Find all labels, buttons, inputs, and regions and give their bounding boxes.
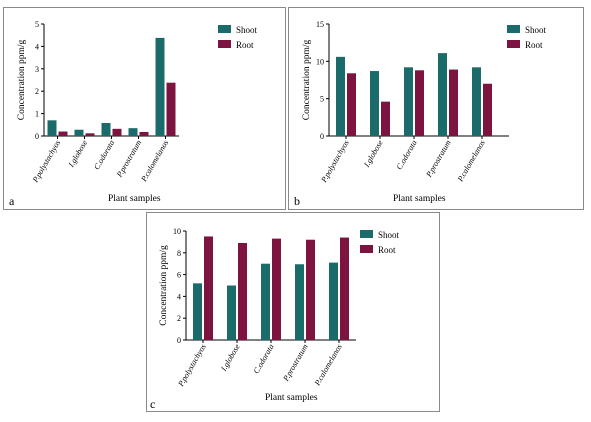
legend-label-a-shoot: Shoot xyxy=(236,25,258,35)
legend-swatch-b-root xyxy=(507,40,520,48)
bar-c-root-4 xyxy=(340,237,349,340)
bar-b-shoot-0 xyxy=(336,56,345,136)
y-tick-label-a: 5 xyxy=(35,20,39,29)
bar-c-shoot-0 xyxy=(193,283,202,340)
chart-panel-c: Concentration ppm/g 0 2 4 6 8 10 P.polystachyos… xyxy=(146,212,440,412)
chart-panel-a: Concentration ppm/g 0 1 2 3 4 5 P.polystachyos I… xyxy=(3,7,286,210)
x-axis-label-a: Plant samples xyxy=(108,194,161,204)
bar-c-shoot-2 xyxy=(261,263,270,340)
category-label-b-2: C.odorata xyxy=(395,139,419,172)
bar-a-shoot-1 xyxy=(74,129,84,136)
legend-label-b-shoot: Shoot xyxy=(525,25,547,35)
bar-b-shoot-4 xyxy=(472,67,481,136)
chart-a-plot: Concentration ppm/g 0 1 2 3 4 5 P.polystachyos I… xyxy=(17,20,258,185)
category-label-b-0: P.polystachyos xyxy=(319,139,351,185)
y-tick-label-c: 4 xyxy=(177,292,181,301)
bar-b-shoot-1 xyxy=(370,71,379,136)
bar-a-shoot-2 xyxy=(101,123,111,136)
x-axis-label-c: Plant samples xyxy=(265,393,318,403)
y-tick-label-c: 6 xyxy=(177,271,181,280)
bar-b-root-2 xyxy=(415,70,424,136)
bar-c-shoot-4 xyxy=(329,262,338,340)
y-tick-label-b: 0 xyxy=(320,132,324,141)
y-axis-title-c: Concentration ppm/g xyxy=(159,245,169,326)
bar-c-root-0 xyxy=(204,236,213,340)
legend-swatch-c-root xyxy=(360,245,373,253)
y-tick-label-b: 10 xyxy=(316,57,324,66)
y-tick-label-a: 3 xyxy=(35,65,39,74)
legend-label-c-shoot: Shoot xyxy=(378,230,400,240)
category-label-c-1: I.globose xyxy=(219,342,242,373)
bar-c-root-2 xyxy=(272,238,281,340)
bar-a-root-1 xyxy=(85,133,95,136)
category-label-a-4: P.calomelanos xyxy=(139,139,170,184)
category-label-b-3: P.prostratum xyxy=(424,138,453,179)
panel-label-b: b xyxy=(294,194,300,208)
y-tick-label-c: 2 xyxy=(177,314,181,323)
category-label-a-3: P.prostratum xyxy=(114,138,143,179)
bar-b-root-3 xyxy=(449,69,458,136)
y-tick-label-b: 15 xyxy=(316,20,324,29)
category-label-a-2: C.odorata xyxy=(92,139,116,172)
y-axis-title-b: Concentration ppm/g xyxy=(302,40,312,121)
y-tick-label-a: 2 xyxy=(35,87,39,96)
bar-b-root-4 xyxy=(483,83,492,136)
legend-swatch-a-root xyxy=(218,40,231,48)
y-tick-label-a: 0 xyxy=(35,132,39,141)
legend-label-b-root: Root xyxy=(525,40,543,50)
x-axis-label-b: Plant samples xyxy=(393,194,446,204)
category-label-c-4: P.calomelanos xyxy=(312,343,343,388)
y-tick-label-c: 0 xyxy=(177,336,181,345)
bar-a-root-3 xyxy=(139,131,149,136)
bar-c-root-1 xyxy=(238,242,247,340)
y-tick-label-b: 5 xyxy=(320,95,324,104)
bar-a-root-0 xyxy=(58,131,68,136)
legend-label-c-root: Root xyxy=(378,245,396,255)
chart-c-plot: Concentration ppm/g 0 2 4 6 8 10 P.polystachyos… xyxy=(159,227,400,389)
y-axis-title-a: Concentration ppm/g xyxy=(17,40,27,121)
bar-a-shoot-0 xyxy=(47,120,57,136)
legend-swatch-a-shoot xyxy=(218,25,231,33)
chart-panel-b: Concentration ppm/g 0 5 10 15 P.polystachyos I… xyxy=(288,7,584,210)
bar-b-shoot-2 xyxy=(404,67,413,136)
bar-a-shoot-4 xyxy=(155,37,165,136)
bar-c-shoot-1 xyxy=(227,285,236,340)
category-label-c-0: P.polystachyos xyxy=(176,343,208,389)
y-tick-label-a: 4 xyxy=(35,42,39,51)
y-tick-label-c: 8 xyxy=(177,249,181,258)
category-label-c-2: C.odorata xyxy=(252,343,276,376)
category-label-b-1: I.globose xyxy=(362,138,385,169)
category-label-c-3: P.prostratum xyxy=(281,342,310,383)
category-label-a-0: P.polystachyos xyxy=(30,139,62,185)
y-tick-label-a: 1 xyxy=(35,110,39,119)
bar-b-root-1 xyxy=(381,101,390,136)
category-label-a-1: I.globose xyxy=(66,138,89,169)
legend-swatch-b-shoot xyxy=(507,25,520,33)
bar-a-shoot-3 xyxy=(128,128,138,136)
bar-a-root-4 xyxy=(166,82,176,136)
panel-label-c: c xyxy=(150,397,156,411)
bar-b-shoot-3 xyxy=(438,53,447,137)
bar-c-shoot-3 xyxy=(295,264,304,340)
bar-a-root-2 xyxy=(112,128,122,136)
legend-swatch-c-shoot xyxy=(360,230,373,238)
panel-label-a: a xyxy=(9,194,15,208)
y-tick-label-c: 10 xyxy=(173,227,181,236)
category-label-b-4: P.calomelanos xyxy=(455,139,486,184)
legend-label-a-root: Root xyxy=(236,40,254,50)
bar-c-root-3 xyxy=(306,239,315,340)
chart-b-plot: Concentration ppm/g 0 5 10 15 P.polystachyos I… xyxy=(302,20,547,185)
bar-b-root-0 xyxy=(347,73,356,136)
